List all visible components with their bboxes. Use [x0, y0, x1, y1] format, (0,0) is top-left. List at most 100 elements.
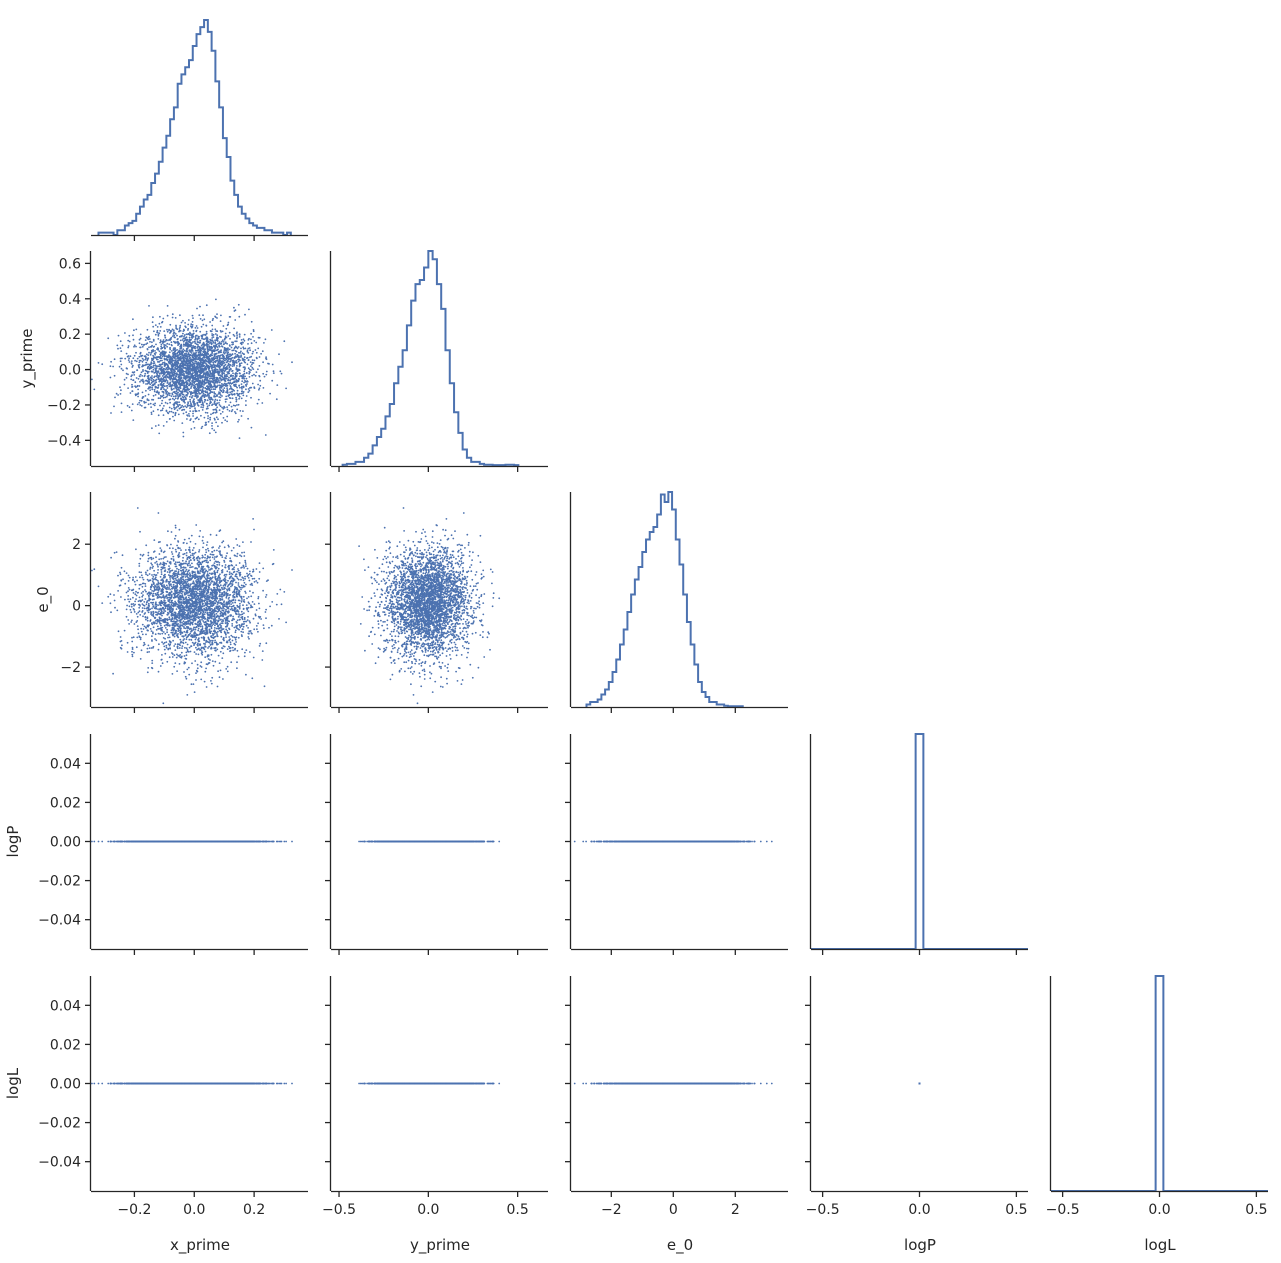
scatter-point — [183, 335, 185, 338]
scatter-point — [226, 324, 229, 327]
scatter-point — [182, 412, 185, 415]
scatter-point — [123, 383, 126, 386]
scatter-point — [211, 403, 214, 406]
scatter-point — [215, 355, 218, 358]
scatter-point — [142, 369, 144, 371]
scatter-point — [253, 373, 255, 376]
scatter-point — [185, 333, 188, 336]
scatter-point — [131, 403, 134, 405]
scatter-point — [242, 391, 245, 393]
scatter-point — [201, 409, 204, 411]
scatter-point — [135, 351, 137, 354]
scatter-point — [191, 314, 194, 317]
scatter-point — [184, 344, 187, 347]
scatter-point — [183, 376, 185, 378]
scatter-point — [150, 558, 153, 561]
scatter-point — [185, 341, 187, 344]
scatter-point — [204, 398, 207, 401]
scatter-point — [221, 345, 224, 348]
scatter-point — [196, 358, 199, 361]
scatter-point — [152, 362, 155, 365]
scatter-point — [199, 357, 201, 360]
scatter-point — [242, 386, 245, 389]
scatter-point — [204, 372, 207, 375]
scatter-point — [194, 386, 197, 388]
scatter-point — [141, 633, 144, 636]
scatter-point — [189, 383, 192, 386]
scatter-point — [232, 372, 234, 375]
scatter-point — [193, 405, 195, 407]
scatter-point — [144, 372, 147, 375]
scatter-point — [270, 329, 273, 331]
scatter-point — [146, 671, 149, 674]
scatter-point — [238, 384, 241, 387]
scatter-point — [126, 604, 128, 607]
scatter-point — [229, 397, 232, 399]
scatter-point — [182, 374, 185, 377]
scatter-point — [138, 361, 141, 364]
scatter-point — [232, 333, 235, 336]
scatter-point — [166, 356, 169, 359]
scatter-point — [227, 379, 229, 382]
scatter-point — [212, 408, 215, 411]
scatter-point — [152, 403, 155, 406]
scatter-point — [237, 403, 240, 406]
scatter-point — [245, 395, 248, 397]
scatter-point — [119, 393, 122, 395]
scatter-point — [203, 401, 206, 403]
scatter-point — [147, 403, 150, 406]
scatter-point — [264, 611, 267, 613]
scatter-point — [226, 629, 229, 632]
scatter-point — [189, 361, 192, 363]
scatter-point — [186, 418, 188, 420]
scatter-point — [206, 381, 208, 384]
scatter-point — [207, 382, 210, 385]
scatter-point — [265, 358, 268, 361]
scatter-point — [174, 317, 177, 319]
scatter-point — [208, 387, 210, 390]
scatter-point — [233, 393, 236, 395]
scatter-point — [244, 651, 246, 654]
scatter-point — [234, 373, 237, 376]
scatter-point — [166, 660, 169, 663]
scatter-point — [207, 415, 210, 417]
scatter-point — [206, 391, 209, 394]
scatter-point — [221, 556, 224, 558]
scatter-point — [149, 353, 152, 356]
scatter-point — [243, 377, 245, 379]
scatter-point — [159, 326, 162, 328]
scatter-point — [187, 329, 189, 331]
scatter-point — [130, 375, 133, 378]
scatter-point — [154, 365, 157, 367]
scatter-point — [187, 346, 190, 348]
scatter-point — [176, 365, 178, 368]
scatter-point — [173, 387, 175, 390]
scatter-point — [161, 351, 164, 354]
scatter-point — [101, 363, 104, 366]
scatter-point — [183, 398, 186, 401]
scatter-point — [151, 427, 153, 430]
scatter-point — [183, 349, 186, 352]
scatter-point — [133, 651, 135, 654]
scatter-point — [211, 422, 214, 424]
scatter-point — [230, 405, 233, 408]
scatter-point — [230, 410, 233, 413]
scatter-point — [222, 652, 225, 655]
scatter-point — [199, 644, 202, 647]
scatter-point — [184, 390, 187, 393]
scatter-point — [208, 373, 210, 376]
scatter-point — [208, 432, 211, 435]
scatter-point — [163, 361, 166, 364]
scatter-point — [199, 381, 202, 384]
scatter-point — [191, 376, 194, 379]
scatter-point — [210, 360, 213, 363]
scatter-point — [178, 393, 181, 396]
scatter-point — [216, 395, 218, 397]
scatter-point — [215, 353, 217, 355]
scatter-point — [169, 588, 172, 591]
scatter-point — [182, 332, 184, 335]
scatter-point — [139, 380, 141, 383]
scatter-point — [206, 344, 208, 347]
scatter-point — [192, 335, 195, 338]
